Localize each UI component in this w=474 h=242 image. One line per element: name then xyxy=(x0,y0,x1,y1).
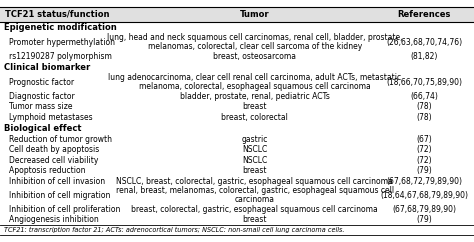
Text: Inhibition of cell migration: Inhibition of cell migration xyxy=(9,191,111,200)
Text: carcinoma: carcinoma xyxy=(235,195,275,204)
Text: Biological effect: Biological effect xyxy=(4,124,82,133)
Text: TCF21: transcription factor 21; ACTs: adrenocortical tumors; NSCLC: non-small ce: TCF21: transcription factor 21; ACTs: ad… xyxy=(4,227,344,233)
Text: Reduction of tumor growth: Reduction of tumor growth xyxy=(9,135,112,144)
Text: melanomas, colorectal, clear cell sarcoma of the kidney: melanomas, colorectal, clear cell sarcom… xyxy=(147,42,362,51)
Text: Cell death by apoptosis: Cell death by apoptosis xyxy=(9,145,100,154)
Text: Inhibition of cell proliferation: Inhibition of cell proliferation xyxy=(9,205,121,214)
Text: NSCLC, breast, colorectal, gastric, esophageal squamous cell carcinoma: NSCLC, breast, colorectal, gastric, esop… xyxy=(117,177,393,186)
Text: (81,82): (81,82) xyxy=(410,52,438,61)
Text: (78): (78) xyxy=(417,102,432,112)
Text: breast, colorectal: breast, colorectal xyxy=(221,113,288,122)
Text: Apoptosis reduction: Apoptosis reduction xyxy=(9,166,86,175)
Text: lung adenocarcinoma, clear cell renal cell carcinoma, adult ACTs, metastatic: lung adenocarcinoma, clear cell renal ce… xyxy=(108,73,401,82)
Text: breast: breast xyxy=(243,215,267,224)
Text: bladder, prostate, renal, pediatric ACTs: bladder, prostate, renal, pediatric ACTs xyxy=(180,92,330,101)
Text: Tumor mass size: Tumor mass size xyxy=(9,102,73,112)
Text: (26,63,68,70,74,76): (26,63,68,70,74,76) xyxy=(386,38,462,47)
Text: NSCLC: NSCLC xyxy=(242,156,267,165)
Text: Lymphoid metastases: Lymphoid metastases xyxy=(9,113,93,122)
Text: rs12190287 polymorphism: rs12190287 polymorphism xyxy=(9,52,112,61)
Text: (67,68,72,79,89,90): (67,68,72,79,89,90) xyxy=(386,177,462,186)
Text: lung, head and neck squamous cell carcinomas, renal cell, bladder, prostate,: lung, head and neck squamous cell carcin… xyxy=(107,33,402,42)
Text: (18,64,67,68,79,89,90): (18,64,67,68,79,89,90) xyxy=(380,191,468,200)
Text: Diagnostic factor: Diagnostic factor xyxy=(9,92,75,101)
Text: References: References xyxy=(398,10,451,19)
Text: (72): (72) xyxy=(417,145,432,154)
Text: TCF21 status/function: TCF21 status/function xyxy=(5,10,109,19)
Text: melanoma, colorectal, esophageal squamous cell carcinoma: melanoma, colorectal, esophageal squamou… xyxy=(139,82,371,91)
Text: (78): (78) xyxy=(417,113,432,122)
Text: (66,74): (66,74) xyxy=(410,92,438,101)
Text: (67,68,79,89,90): (67,68,79,89,90) xyxy=(392,205,456,214)
Text: (79): (79) xyxy=(416,215,432,224)
Bar xyxy=(0,7,474,22)
Text: renal, breast, melanomas, colorectal, gastric, esophageal squamous cell: renal, breast, melanomas, colorectal, ga… xyxy=(116,186,394,195)
Text: NSCLC: NSCLC xyxy=(242,145,267,154)
Text: breast: breast xyxy=(243,102,267,112)
Text: breast, osteosarcoma: breast, osteosarcoma xyxy=(213,52,296,61)
Text: Decreased cell viability: Decreased cell viability xyxy=(9,156,99,165)
Text: Prognostic factor: Prognostic factor xyxy=(9,78,74,87)
Text: Inhibition of cell invasion: Inhibition of cell invasion xyxy=(9,177,106,186)
Text: Clinical biomarker: Clinical biomarker xyxy=(4,63,90,72)
Text: Epigenetic modification: Epigenetic modification xyxy=(4,23,117,32)
Text: Tumor: Tumor xyxy=(240,10,270,19)
Text: (72): (72) xyxy=(417,156,432,165)
Text: (67): (67) xyxy=(416,135,432,144)
Text: Promoter hypermethylation: Promoter hypermethylation xyxy=(9,38,116,47)
Text: (79): (79) xyxy=(416,166,432,175)
Text: breast: breast xyxy=(243,166,267,175)
Text: (18,66,70,75,89,90): (18,66,70,75,89,90) xyxy=(386,78,462,87)
Text: Angiogenesis inhibition: Angiogenesis inhibition xyxy=(9,215,99,224)
Text: breast, colorectal, gastric, esophageal squamous cell carcinoma: breast, colorectal, gastric, esophageal … xyxy=(131,205,378,214)
Text: gastric: gastric xyxy=(242,135,268,144)
